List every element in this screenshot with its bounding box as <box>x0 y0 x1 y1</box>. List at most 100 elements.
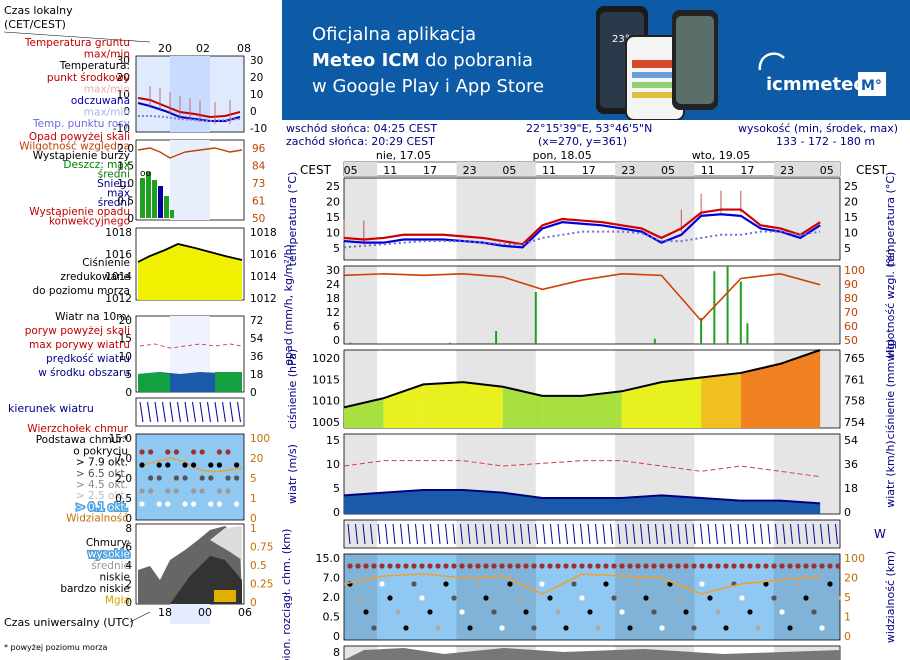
legend-precip-tick-r-0: 96 <box>252 143 266 155</box>
legend-chmury-tick-r-4: 0 <box>250 597 257 609</box>
legend-temp-label-1: max/min <box>84 49 130 61</box>
wind-arrow <box>437 523 441 545</box>
temp-axis-label-left: temperatura (°C) <box>286 172 299 267</box>
phone-mockups: 23° <box>596 6 718 121</box>
cloud-top-dot <box>627 563 633 569</box>
wind-arrow <box>527 523 531 545</box>
cloud-top-dot <box>355 563 361 569</box>
legend-wind-arrow <box>237 401 241 423</box>
cloud-top-dot <box>771 563 777 569</box>
cloud-tick-r-0: 100 <box>844 552 865 565</box>
legend-cloud-dot <box>191 501 197 507</box>
clouds-layer-panel <box>343 645 841 660</box>
cloud-base-dot <box>827 581 833 587</box>
svg-text:Meteo ICM do pobrania: Meteo ICM do pobrania <box>312 50 533 71</box>
wind-arrow <box>797 523 801 545</box>
wind-arrow <box>745 523 748 545</box>
legend-cloud-tick-l-3: 0.5 <box>115 493 132 505</box>
legend-cloud-dot <box>199 475 205 481</box>
cloud-top-dot <box>819 563 825 569</box>
pressure-tick-l-3: 1005 <box>312 416 340 429</box>
legend-wind-arrow <box>229 401 234 423</box>
wind-arrow <box>490 523 493 545</box>
legend-pressure-tick-l-3: 1012 <box>105 293 132 305</box>
cloud-top-dot <box>363 563 369 569</box>
legend-cloud-dot <box>208 462 214 468</box>
cloud-top-dot <box>523 563 529 569</box>
pressure-area <box>780 350 821 428</box>
legend-temp-label-6: max/min <box>84 107 130 119</box>
legend-precip-tick-r-3: 61 <box>252 196 265 208</box>
cloud-base-dot <box>571 581 577 587</box>
cloud-tick-r-4: 0 <box>844 630 851 643</box>
pressure-tick-r-0: 765 <box>844 352 865 365</box>
legend-precip-tick-r-1: 84 <box>252 161 266 173</box>
cloud-base-dot <box>795 581 801 587</box>
wind-arrow <box>790 523 793 545</box>
wind-tick-r-0: 54 <box>844 434 858 447</box>
legend-precip-tick-r-2: 73 <box>252 178 265 190</box>
wind-arrow <box>445 523 448 545</box>
cloud-base-dot <box>635 581 641 587</box>
legend-pressure-tick-l-0: 1018 <box>105 227 132 239</box>
wind-arrow <box>475 523 478 545</box>
legend-temp-tick-l-0: 30 <box>117 55 130 67</box>
cloud-base-dot <box>355 595 361 601</box>
pressure-axis-label-right: ciśnienie (mm Hg) <box>884 339 897 440</box>
legend-cloud-dot <box>139 488 145 494</box>
cloud-base-dot <box>443 581 449 587</box>
legend-chmury-tick-l-2: 4 <box>125 560 132 572</box>
legend-wind-label-2: max porywy wiatru <box>29 339 130 351</box>
legend-cloud-dot <box>225 488 231 494</box>
legend-cloud-dot <box>199 449 205 455</box>
svg-text:oo: oo <box>140 169 152 179</box>
cloud-base-dot <box>363 609 369 615</box>
legend-cloud-tick-r-0: 100 <box>250 433 270 445</box>
cloud-base-dot <box>723 625 729 631</box>
wind-arrow <box>647 523 651 545</box>
cloud-base-dot <box>579 595 585 601</box>
cloud-base-dot <box>379 581 385 587</box>
legend-pressure-label-0: Ciśnienie <box>82 257 130 269</box>
legend-cloud-dot <box>148 475 154 481</box>
hour-tick-12: 05 <box>820 164 834 177</box>
cloud-axis-label-left: pion. rozciągł. chm. (km) <box>282 529 293 660</box>
pressure-tick-l-0: 1020 <box>312 352 340 365</box>
legend-cloud-dot <box>148 449 154 455</box>
legend-wind-tick-l-3: 5 <box>125 369 132 381</box>
legend-chmury-label-3: niskie <box>99 572 130 584</box>
legend-chmury-panel <box>135 523 245 605</box>
hour-tick-6: 17 <box>582 164 596 177</box>
local-tick-02: 02 <box>196 42 210 55</box>
precip-bar <box>746 323 749 344</box>
wind-arrow <box>820 523 823 545</box>
hour-tick-4: 05 <box>502 164 516 177</box>
legend-cloud-dot <box>225 449 231 455</box>
day-label-1: pon, 18.05 <box>533 149 592 162</box>
temp-tick-l-2: 15 <box>326 211 340 224</box>
legend-wind-label-1: poryw powyżej skali <box>25 325 130 337</box>
wind-arrow <box>827 523 831 545</box>
app-banner[interactable]: Oficjalna aplikacja Meteo ICM do pobrani… <box>282 0 910 121</box>
local-tick-20: 20 <box>158 42 172 55</box>
precip-tick-r-2: 80 <box>844 292 858 305</box>
legend-cloud-dot <box>208 475 214 481</box>
cloud-top-dot <box>739 563 745 569</box>
legend-cloud-panel <box>135 433 245 521</box>
clouds-layer-area <box>344 648 840 660</box>
legend-chmury-tick-r-3: 0.25 <box>250 579 273 591</box>
temp-series-1 <box>343 213 821 249</box>
precip-bar <box>700 318 703 344</box>
cloud-base-dot <box>483 595 489 601</box>
sunset-text: zachód słońca: 20:29 CEST <box>286 135 435 148</box>
cloud-top-dot <box>707 563 713 569</box>
cloud-base-dot <box>763 581 769 587</box>
cloud-top-dot <box>779 563 785 569</box>
day-label-0: nie, 17.05 <box>376 149 431 162</box>
legend-cloud-dot <box>191 462 197 468</box>
legend-temp-label-7: Temp. punktu rosy <box>32 118 130 130</box>
legend-chmury-label-4: bardzo niskie <box>60 583 130 595</box>
legend-precip-label-5: Śnieg: <box>97 177 130 190</box>
temp-tick-r-0: 25 <box>844 180 858 193</box>
cloud-top-dot <box>547 563 553 569</box>
